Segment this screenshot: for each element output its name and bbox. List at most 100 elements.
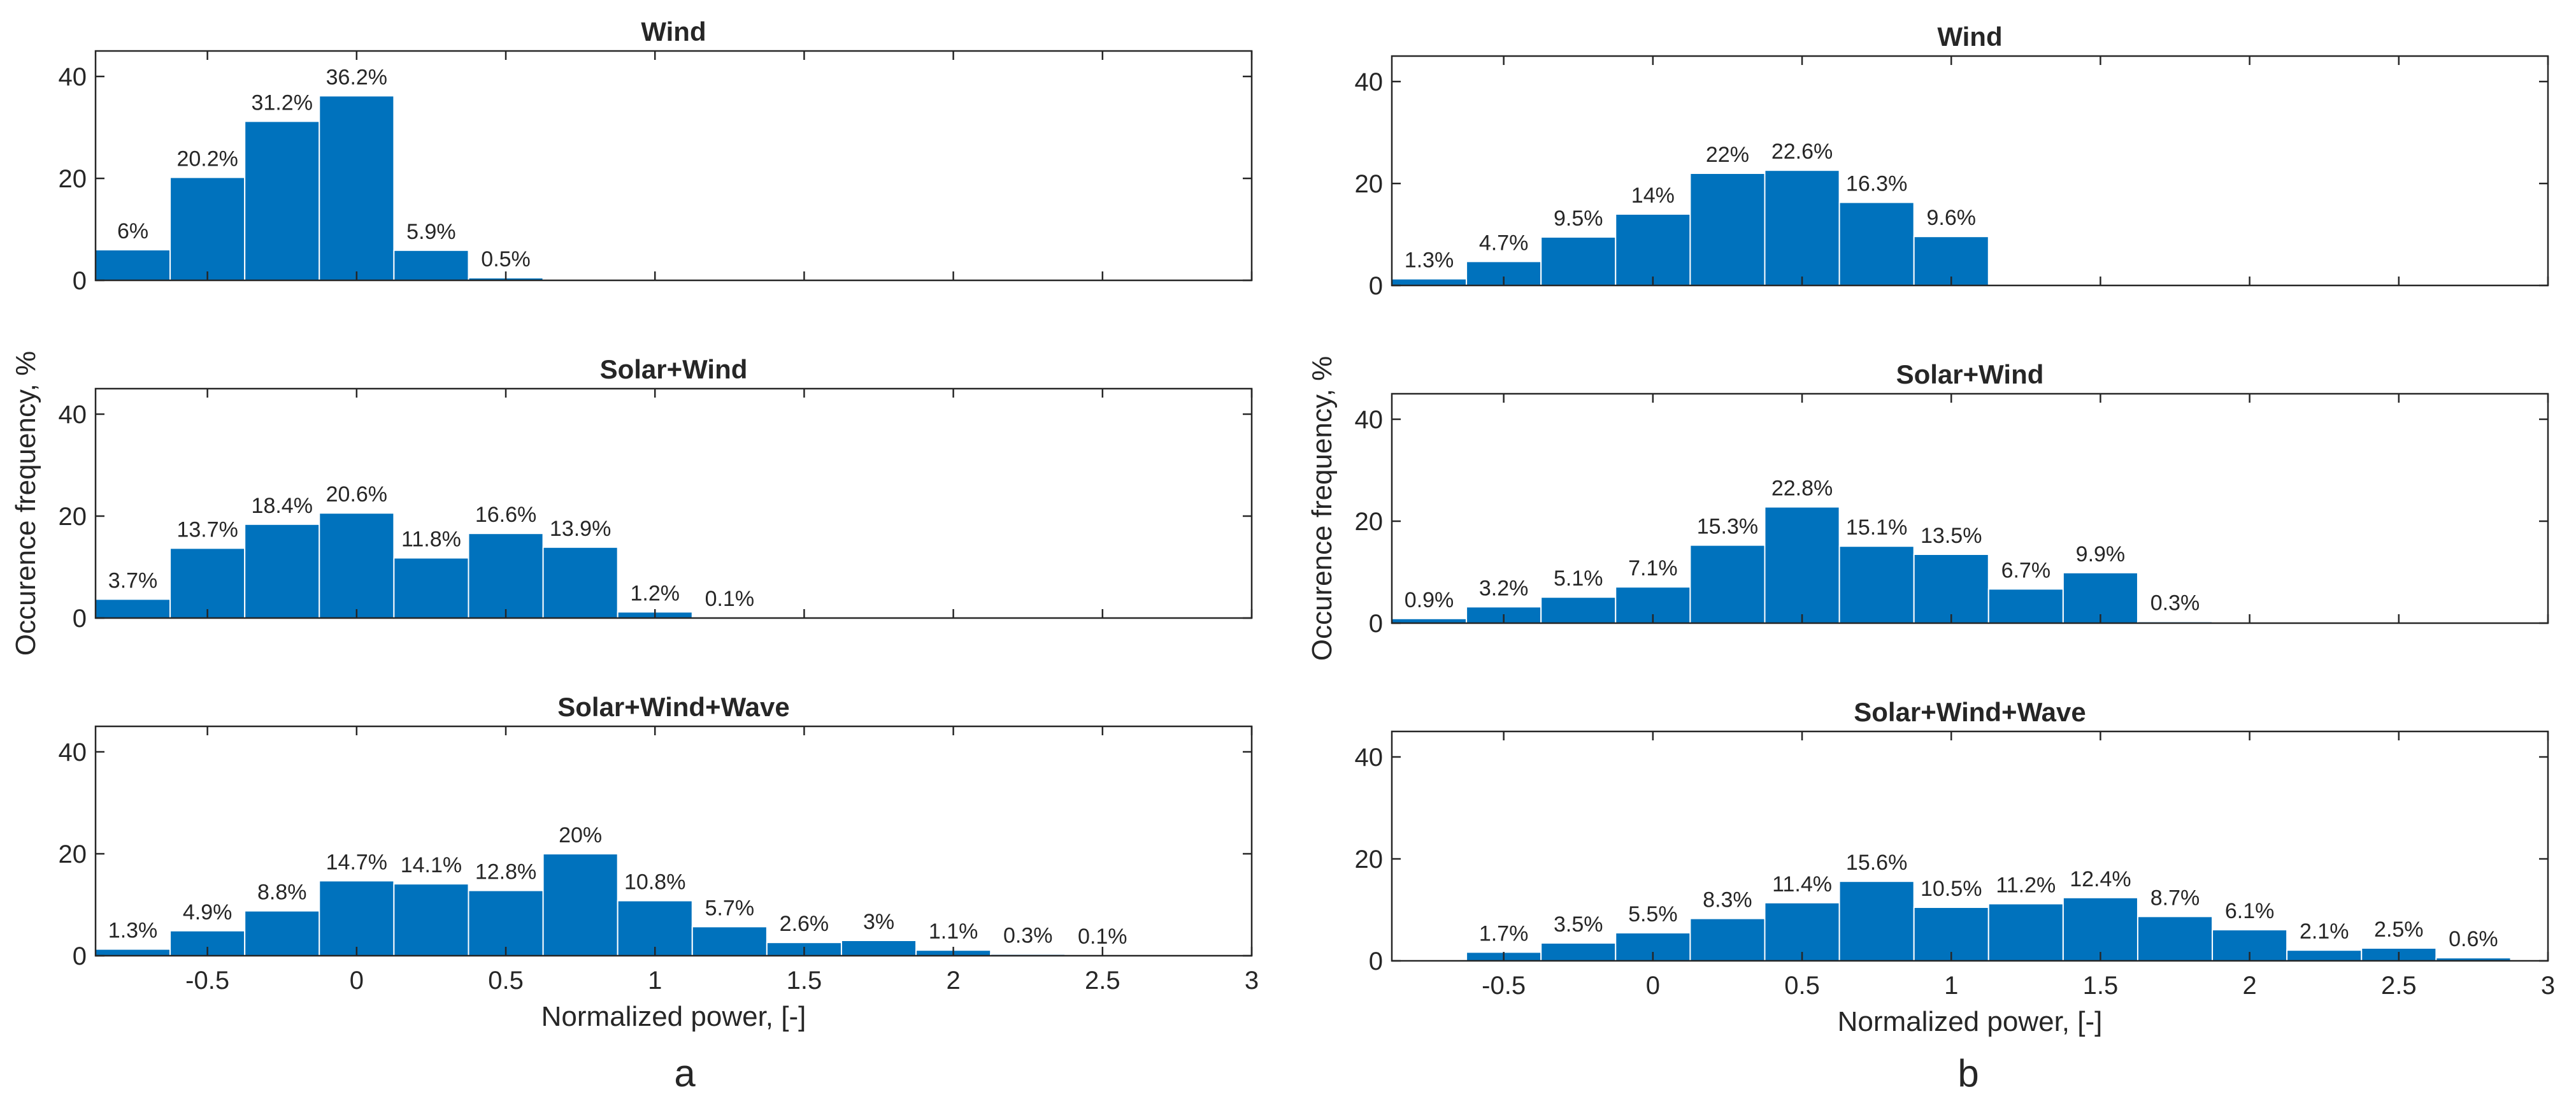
bar-data-label: 13.9% (550, 517, 611, 541)
histogram-bar (542, 546, 619, 619)
y-tick-label: 0 (1369, 272, 1383, 300)
y-tick-label: 40 (59, 401, 87, 429)
axes-frame (1391, 730, 2549, 962)
y-tick-label: 20 (1355, 508, 1384, 536)
panel-letter: b (1957, 1052, 1979, 1095)
bar-data-label: 13.5% (1921, 524, 1982, 548)
histogram-bar (1838, 201, 1915, 286)
histogram-bar (1987, 903, 2064, 962)
y-tick-label: 40 (59, 738, 87, 766)
histogram-bar (393, 249, 469, 281)
histogram-bar (1913, 554, 1989, 624)
subplot-title: Solar+Wind (600, 354, 748, 384)
y-tick-label: 20 (1355, 170, 1384, 198)
x-axis-label: Normalized power, [-] (541, 1001, 806, 1032)
y-tick-label: 0 (1369, 610, 1383, 638)
bar-data-label: 36.2% (326, 65, 387, 89)
bar-data-label: 12.4% (2070, 867, 2131, 891)
figure-panels: Wind6%20.2%31.2%36.2%5.9%0.5%02040Solar+… (10, 17, 2555, 1095)
histogram-bar (2062, 896, 2138, 962)
subplot-solar-wind-wave: Solar+Wind+Wave 1.7% 3.5% 5.5% 8.3% 11.4% 15.6… (1355, 697, 2556, 1037)
subplot-title: Solar+Wind+Wave (557, 692, 790, 722)
y-tick-label: 0 (1369, 947, 1383, 975)
histogram-bar (1987, 588, 2064, 624)
histogram-bar (95, 598, 171, 619)
bar-data-label: 5.7% (705, 896, 755, 920)
bar-data-label: 2.5% (2374, 918, 2424, 942)
histogram-bar (1764, 169, 1840, 287)
bar-data-label: 11.2% (1996, 873, 2056, 897)
histogram-bar (2286, 949, 2363, 961)
bar-data-label: 3% (863, 910, 894, 934)
histogram-bar (244, 523, 320, 619)
histogram-bar (542, 853, 619, 956)
y-tick-label: 0 (73, 942, 87, 970)
bar-data-label: 1.7% (1479, 921, 1529, 946)
x-tick-label: 3 (1245, 967, 1259, 995)
subplot-wind: Wind 6% 20.2% 31.2% 36.2% 5.9% 0.5% 0 20 40 (59, 17, 1253, 295)
x-tick-label: 1 (1944, 972, 1958, 1000)
bar-data-label: 9.6% (1926, 206, 1976, 230)
histogram-bar (1838, 545, 1915, 624)
histogram-bar (468, 889, 544, 956)
bar-data-label: 0.9% (1405, 588, 1454, 612)
subplot-title: Solar+Wind (1896, 359, 2044, 389)
bar-data-label: 8.8% (257, 881, 307, 905)
histogram-bar (468, 533, 544, 619)
bar-data-label: 9.9% (2076, 542, 2126, 566)
histogram-bar (2212, 929, 2288, 961)
bar-data-label: 3.7% (108, 568, 158, 593)
y-tick-label: 20 (59, 840, 87, 868)
histogram-bar (169, 547, 246, 619)
bar-data-label: 15.6% (1846, 851, 1907, 875)
axes-frame (1391, 55, 2549, 287)
bar-data-label: 20.2% (176, 147, 238, 171)
bar-data-label: 0.3% (1003, 924, 1053, 948)
y-tick-label: 20 (59, 165, 87, 193)
bar-data-label: 4.7% (1479, 231, 1529, 255)
bar-data-label: 0.6% (2449, 927, 2498, 951)
histogram-bar (95, 948, 171, 956)
x-tick-label: 1.5 (787, 967, 822, 995)
x-tick-label: 3 (2541, 972, 2555, 1000)
bar-data-label: 3.5% (1554, 912, 1603, 937)
y-tick-label: 40 (59, 63, 87, 91)
histogram-bar (1615, 213, 1691, 286)
subplot-title: Wind (641, 17, 706, 47)
bar-data-label: 18.4% (252, 494, 313, 518)
x-tick-label: 1 (648, 967, 662, 995)
subplot-wind: Wind 1.3% 4.7% 9.5% 14% 22% 22.6% 16.3% 9.6% 0 20 4… (1355, 22, 2549, 300)
subplot-solar-wind: Solar+Wind 3.7% 13.7% 18.4% 20.6% 11.8% 16.6% 1… (59, 354, 1253, 633)
histogram-bar (1391, 278, 1468, 287)
bar-data-label: 14.7% (326, 850, 387, 874)
axes-frame (94, 387, 1253, 619)
bar-data-label: 31.2% (252, 90, 313, 115)
bar-data-label: 13.7% (176, 517, 238, 542)
y-tick-label: 40 (1355, 406, 1384, 434)
bar-data-label: 1.2% (630, 581, 680, 605)
bar-data-label: 5.5% (1628, 902, 1678, 926)
x-tick-label: 2 (946, 967, 960, 995)
bar-data-label: 15.1% (1846, 515, 1907, 540)
bar-data-label: 1.1% (929, 919, 978, 944)
histogram-bar (1689, 173, 1766, 286)
bar-data-label: 20% (559, 823, 602, 847)
histogram-bar (840, 940, 917, 956)
bar-data-label: 6% (117, 219, 148, 243)
bar-data-label: 6.1% (2225, 899, 2275, 923)
bar-data-label: 8.3% (1703, 888, 1752, 912)
histogram-bar (1540, 596, 1617, 624)
x-tick-label: 2.5 (1085, 967, 1120, 995)
panel-letter: a (674, 1052, 696, 1095)
subplot-title: Wind (1937, 22, 2002, 52)
bar-data-label: 22% (1706, 143, 1749, 167)
histogram-bar (318, 95, 395, 281)
bar-data-label: 22.8% (1771, 477, 1833, 501)
bar-data-label: 20.6% (326, 482, 387, 507)
histogram-bar (1689, 918, 1766, 961)
bar-data-label: 1.3% (1405, 248, 1454, 273)
bar-data-label: 9.5% (1554, 206, 1603, 231)
bar-data-label: 12.8% (475, 860, 536, 884)
x-tick-label: 0 (350, 967, 364, 995)
